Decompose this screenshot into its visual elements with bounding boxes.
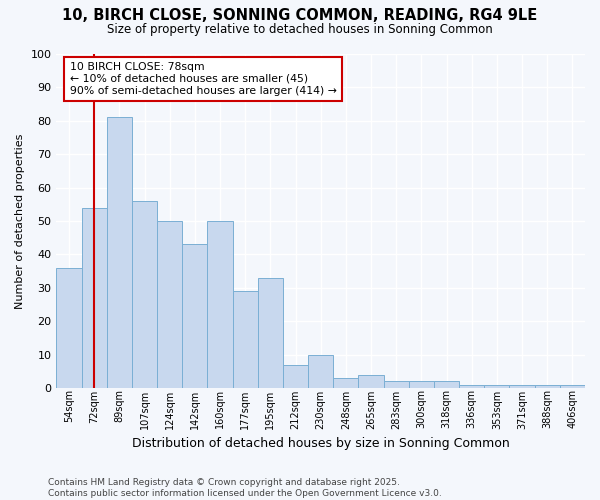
Bar — [107, 118, 132, 388]
Text: Size of property relative to detached houses in Sonning Common: Size of property relative to detached ho… — [107, 22, 493, 36]
Bar — [333, 378, 358, 388]
Text: 10 BIRCH CLOSE: 78sqm
← 10% of detached houses are smaller (45)
90% of semi-deta: 10 BIRCH CLOSE: 78sqm ← 10% of detached … — [70, 62, 337, 96]
Bar — [233, 291, 258, 388]
Bar — [182, 244, 208, 388]
Text: 10, BIRCH CLOSE, SONNING COMMON, READING, RG4 9LE: 10, BIRCH CLOSE, SONNING COMMON, READING… — [62, 8, 538, 22]
Bar — [283, 364, 308, 388]
Bar — [258, 278, 283, 388]
Bar — [535, 384, 560, 388]
Bar — [409, 381, 434, 388]
Bar — [459, 384, 484, 388]
Bar — [308, 354, 333, 388]
Y-axis label: Number of detached properties: Number of detached properties — [15, 134, 25, 308]
Bar — [132, 201, 157, 388]
Bar — [157, 221, 182, 388]
Bar — [383, 381, 409, 388]
Bar — [560, 384, 585, 388]
Bar — [358, 374, 383, 388]
Bar — [208, 221, 233, 388]
Bar — [82, 208, 107, 388]
X-axis label: Distribution of detached houses by size in Sonning Common: Distribution of detached houses by size … — [132, 437, 509, 450]
Bar — [484, 384, 509, 388]
Bar — [56, 268, 82, 388]
Bar — [509, 384, 535, 388]
Text: Contains HM Land Registry data © Crown copyright and database right 2025.
Contai: Contains HM Land Registry data © Crown c… — [48, 478, 442, 498]
Bar — [434, 381, 459, 388]
